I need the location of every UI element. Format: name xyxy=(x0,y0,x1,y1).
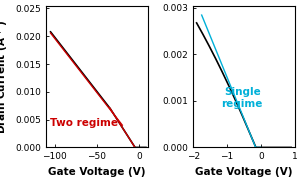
X-axis label: Gate Voltage (V): Gate Voltage (V) xyxy=(195,167,293,177)
Y-axis label: Drain Current (A$^{1/2}$): Drain Current (A$^{1/2}$) xyxy=(0,19,10,134)
X-axis label: Gate Voltage (V): Gate Voltage (V) xyxy=(48,167,146,177)
Text: Two regime: Two regime xyxy=(50,118,118,128)
Text: Single
regime: Single regime xyxy=(222,87,263,108)
